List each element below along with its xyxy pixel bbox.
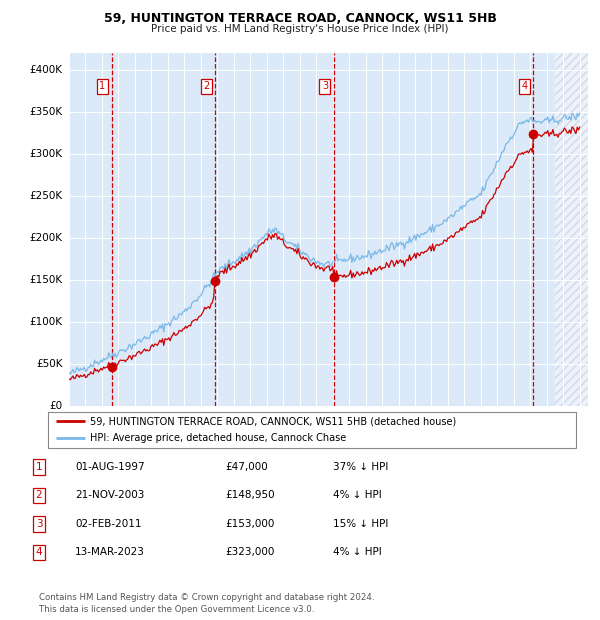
Text: 37% ↓ HPI: 37% ↓ HPI bbox=[333, 462, 388, 472]
Text: 1: 1 bbox=[100, 81, 106, 91]
Text: 3: 3 bbox=[322, 81, 328, 91]
Text: 59, HUNTINGTON TERRACE ROAD, CANNOCK, WS11 5HB (detached house): 59, HUNTINGTON TERRACE ROAD, CANNOCK, WS… bbox=[90, 417, 457, 427]
Text: 2: 2 bbox=[35, 490, 43, 500]
Text: 4: 4 bbox=[521, 81, 527, 91]
Text: 2000: 2000 bbox=[151, 417, 160, 438]
Bar bbox=[555, 53, 588, 406]
Text: 2: 2 bbox=[203, 81, 209, 91]
Text: £100K: £100K bbox=[30, 317, 63, 327]
Text: 4% ↓ HPI: 4% ↓ HPI bbox=[333, 547, 382, 557]
Text: 2018: 2018 bbox=[448, 417, 457, 438]
Text: 2006: 2006 bbox=[250, 417, 259, 438]
Text: 2004: 2004 bbox=[217, 417, 226, 438]
Text: 02-FEB-2011: 02-FEB-2011 bbox=[75, 519, 142, 529]
Text: 2020: 2020 bbox=[481, 417, 490, 438]
Text: £0: £0 bbox=[50, 401, 63, 411]
Text: 2007: 2007 bbox=[267, 417, 276, 438]
Text: £323,000: £323,000 bbox=[225, 547, 274, 557]
Text: 1997: 1997 bbox=[102, 417, 111, 438]
Text: 3: 3 bbox=[35, 519, 43, 529]
Text: 01-AUG-1997: 01-AUG-1997 bbox=[75, 462, 145, 472]
Text: 2017: 2017 bbox=[431, 417, 440, 438]
Text: 59, HUNTINGTON TERRACE ROAD, CANNOCK, WS11 5HB: 59, HUNTINGTON TERRACE ROAD, CANNOCK, WS… bbox=[104, 12, 496, 25]
Text: 2009: 2009 bbox=[299, 417, 308, 438]
Text: £47,000: £47,000 bbox=[225, 462, 268, 472]
Text: 2001: 2001 bbox=[168, 417, 177, 438]
Text: £300K: £300K bbox=[30, 149, 63, 159]
Text: Price paid vs. HM Land Registry's House Price Index (HPI): Price paid vs. HM Land Registry's House … bbox=[151, 24, 449, 33]
Text: 1999: 1999 bbox=[135, 417, 144, 438]
Text: 13-MAR-2023: 13-MAR-2023 bbox=[75, 547, 145, 557]
Text: 4% ↓ HPI: 4% ↓ HPI bbox=[333, 490, 382, 500]
Text: 2023: 2023 bbox=[530, 417, 539, 438]
Text: 2013: 2013 bbox=[365, 417, 374, 438]
Text: 1995: 1995 bbox=[69, 417, 78, 438]
Text: £150K: £150K bbox=[29, 275, 63, 285]
Text: 2022: 2022 bbox=[514, 417, 523, 438]
Text: Contains HM Land Registry data © Crown copyright and database right 2024.
This d: Contains HM Land Registry data © Crown c… bbox=[39, 593, 374, 614]
Text: 2015: 2015 bbox=[398, 417, 407, 438]
Text: 2012: 2012 bbox=[349, 417, 358, 438]
Text: 2019: 2019 bbox=[464, 417, 473, 438]
Text: £200K: £200K bbox=[30, 233, 63, 243]
Text: 2025: 2025 bbox=[563, 417, 572, 438]
Text: 2005: 2005 bbox=[234, 417, 243, 438]
FancyBboxPatch shape bbox=[48, 412, 576, 448]
Text: 1996: 1996 bbox=[85, 417, 94, 438]
Text: £400K: £400K bbox=[30, 64, 63, 74]
Text: 4: 4 bbox=[35, 547, 43, 557]
Text: HPI: Average price, detached house, Cannock Chase: HPI: Average price, detached house, Cann… bbox=[90, 433, 346, 443]
Text: £153,000: £153,000 bbox=[225, 519, 274, 529]
Text: 2011: 2011 bbox=[332, 417, 341, 438]
Text: 2002: 2002 bbox=[184, 417, 193, 438]
Text: 21-NOV-2003: 21-NOV-2003 bbox=[75, 490, 145, 500]
Text: 2010: 2010 bbox=[316, 417, 325, 438]
Text: £50K: £50K bbox=[36, 359, 63, 369]
Text: £350K: £350K bbox=[29, 107, 63, 117]
Text: 1: 1 bbox=[35, 462, 43, 472]
Text: 2014: 2014 bbox=[382, 417, 391, 438]
Text: 2024: 2024 bbox=[547, 417, 556, 438]
Text: 2003: 2003 bbox=[201, 417, 210, 438]
Text: 2008: 2008 bbox=[283, 417, 292, 438]
Text: 15% ↓ HPI: 15% ↓ HPI bbox=[333, 519, 388, 529]
Text: 1998: 1998 bbox=[118, 417, 127, 438]
Text: 2021: 2021 bbox=[497, 417, 506, 438]
Text: 2016: 2016 bbox=[415, 417, 424, 438]
Text: £250K: £250K bbox=[29, 191, 63, 201]
Text: £148,950: £148,950 bbox=[225, 490, 275, 500]
